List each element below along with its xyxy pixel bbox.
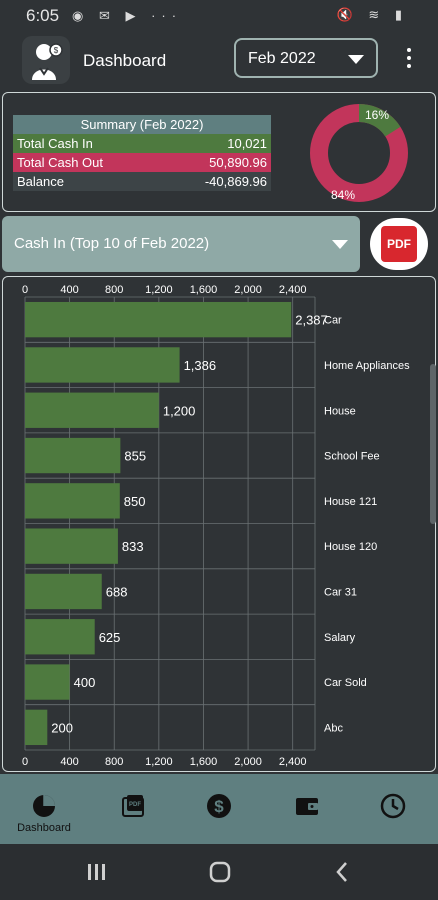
svg-text:$: $: [54, 46, 59, 55]
pdf-icon: PDF: [381, 226, 417, 262]
x-tick-label-bottom: 2,000: [234, 756, 262, 768]
pdf-icon: PDF: [122, 795, 144, 817]
summary-row-label: Balance: [17, 174, 64, 189]
bar[interactable]: [25, 619, 95, 655]
wallet-icon: [296, 798, 318, 815]
summary-row-label: Total Cash Out: [17, 155, 103, 170]
page-title: Dashboard: [83, 51, 167, 70]
summary-row-value: 10,021: [227, 136, 267, 151]
home-icon[interactable]: [208, 860, 232, 884]
x-tick-label-top: 1,600: [190, 284, 218, 296]
category-label: House 120: [324, 541, 377, 553]
system-navigation-bar: [0, 844, 438, 900]
x-tick-label-top: 2,400: [279, 284, 307, 296]
bar-value-label: 200: [51, 720, 73, 735]
export-pdf-button[interactable]: PDF: [370, 218, 428, 270]
x-tick-label-bottom: 0: [22, 756, 28, 768]
bar-value-label: 1,200: [163, 403, 196, 418]
bar[interactable]: [25, 528, 118, 564]
app-bar: $ Dashboard Feb 2022: [0, 32, 438, 90]
status-bar: 6:05 ◉ ✉ ▶ ··· 🔇 ≋ ▮: [0, 0, 438, 32]
x-tick-label-bottom: 400: [60, 756, 78, 768]
summary-row-label: Total Cash In: [17, 136, 93, 151]
summary-row-cash-out: Total Cash Out 50,890.96: [13, 153, 271, 172]
recents-icon[interactable]: [86, 862, 108, 882]
nav-item-wallet[interactable]: [272, 774, 342, 844]
bar-value-label: 400: [74, 675, 96, 690]
clock-icon: [380, 793, 406, 819]
nav-item-history[interactable]: [358, 774, 428, 844]
bar[interactable]: [25, 347, 180, 383]
x-tick-label-top: 400: [60, 284, 78, 296]
donut-label-in: 16%: [365, 108, 389, 122]
bar[interactable]: [25, 437, 121, 474]
category-label: Salary: [324, 632, 356, 644]
summary-table: Summary (Feb 2022) Total Cash In 10,021 …: [13, 115, 271, 191]
summary-row-value: -40,869.96: [204, 174, 267, 189]
status-time: 6:05: [26, 6, 60, 25]
bar[interactable]: [25, 573, 102, 610]
summary-row-cash-in: Total Cash In 10,021: [13, 134, 271, 153]
bar[interactable]: [25, 483, 120, 519]
pie-chart-icon: [33, 795, 55, 817]
summary-row-balance: Balance -40,869.96: [13, 172, 271, 191]
bar-value-label: 1,386: [184, 358, 217, 373]
bar-value-label: 850: [124, 494, 146, 509]
bar[interactable]: [25, 709, 48, 746]
x-tick-label-top: 800: [105, 284, 123, 296]
notification-icons: ◉ ✉ ▶ ···: [72, 8, 183, 23]
cash-donut-chart: 16% 84%: [310, 104, 408, 202]
bar[interactable]: [25, 664, 70, 700]
summary-panel: Summary (Feb 2022) Total Cash In 10,021 …: [2, 92, 436, 212]
nav-item-pdf[interactable]: PDF: [98, 774, 168, 844]
x-tick-label-bottom: 2,400: [279, 756, 307, 768]
back-icon[interactable]: [334, 860, 350, 884]
category-label: Car 31: [324, 586, 357, 598]
nav-item-label: Dashboard: [17, 822, 71, 834]
cash-in-bar-chart: 0 0 400 400 800 800 1,200 1,200 1,600 1,600 2,000 2…: [22, 284, 410, 768]
x-tick-label-bottom: 1,200: [145, 756, 173, 768]
dollar-icon: $: [207, 794, 231, 818]
donut-label-out: 84%: [331, 188, 355, 202]
category-label: House: [324, 405, 356, 417]
more-options-icon[interactable]: [404, 48, 414, 72]
summary-row-value: 50,890.96: [209, 155, 267, 170]
bar[interactable]: [25, 301, 292, 338]
svg-text:$: $: [214, 797, 224, 816]
bar[interactable]: [25, 392, 159, 428]
nav-item-money[interactable]: $: [184, 774, 254, 844]
cash-in-dropdown-value: Cash In (Top 10 of Feb 2022): [14, 235, 210, 252]
avatar[interactable]: $: [22, 36, 70, 84]
caret-down-icon: [348, 55, 364, 64]
category-label: Abc: [324, 722, 343, 734]
cash-in-chart-panel: 0 0 400 400 800 800 1,200 1,200 1,600 1,600 2,000 2…: [2, 276, 436, 772]
donut-slice-cash-in: [310, 104, 408, 202]
x-tick-label-top: 0: [22, 284, 28, 296]
category-label: Car: [324, 315, 342, 327]
person-money-icon: $: [32, 43, 63, 80]
bar-value-label: 625: [99, 630, 121, 645]
x-tick-label-bottom: 800: [105, 756, 123, 768]
bar-value-label: 833: [122, 539, 144, 554]
bar-value-label: 2,387: [295, 313, 328, 328]
bar-value-label: 855: [124, 449, 146, 464]
cash-in-dropdown[interactable]: Cash In (Top 10 of Feb 2022): [2, 216, 360, 272]
category-label: Home Appliances: [324, 360, 410, 372]
month-dropdown-value: Feb 2022: [248, 50, 316, 67]
summary-title: Summary (Feb 2022): [13, 115, 271, 134]
nav-item-dashboard[interactable]: Dashboard: [9, 774, 79, 844]
svg-text:PDF: PDF: [129, 802, 141, 808]
category-label: House 121: [324, 496, 377, 508]
caret-down-icon: [332, 240, 348, 249]
scrollbar[interactable]: [430, 364, 436, 524]
category-label: Car Sold: [324, 677, 367, 689]
category-label: School Fee: [324, 451, 380, 463]
month-dropdown[interactable]: Feb 2022: [234, 38, 378, 78]
x-tick-label-top: 1,200: [145, 284, 173, 296]
bottom-navigation: Dashboard PDF $: [0, 774, 438, 844]
system-status-icons: 🔇 ≋ ▮: [336, 7, 408, 22]
x-tick-label-bottom: 1,600: [190, 756, 218, 768]
bar-value-label: 688: [106, 584, 128, 599]
x-tick-label-top: 2,000: [234, 284, 262, 296]
